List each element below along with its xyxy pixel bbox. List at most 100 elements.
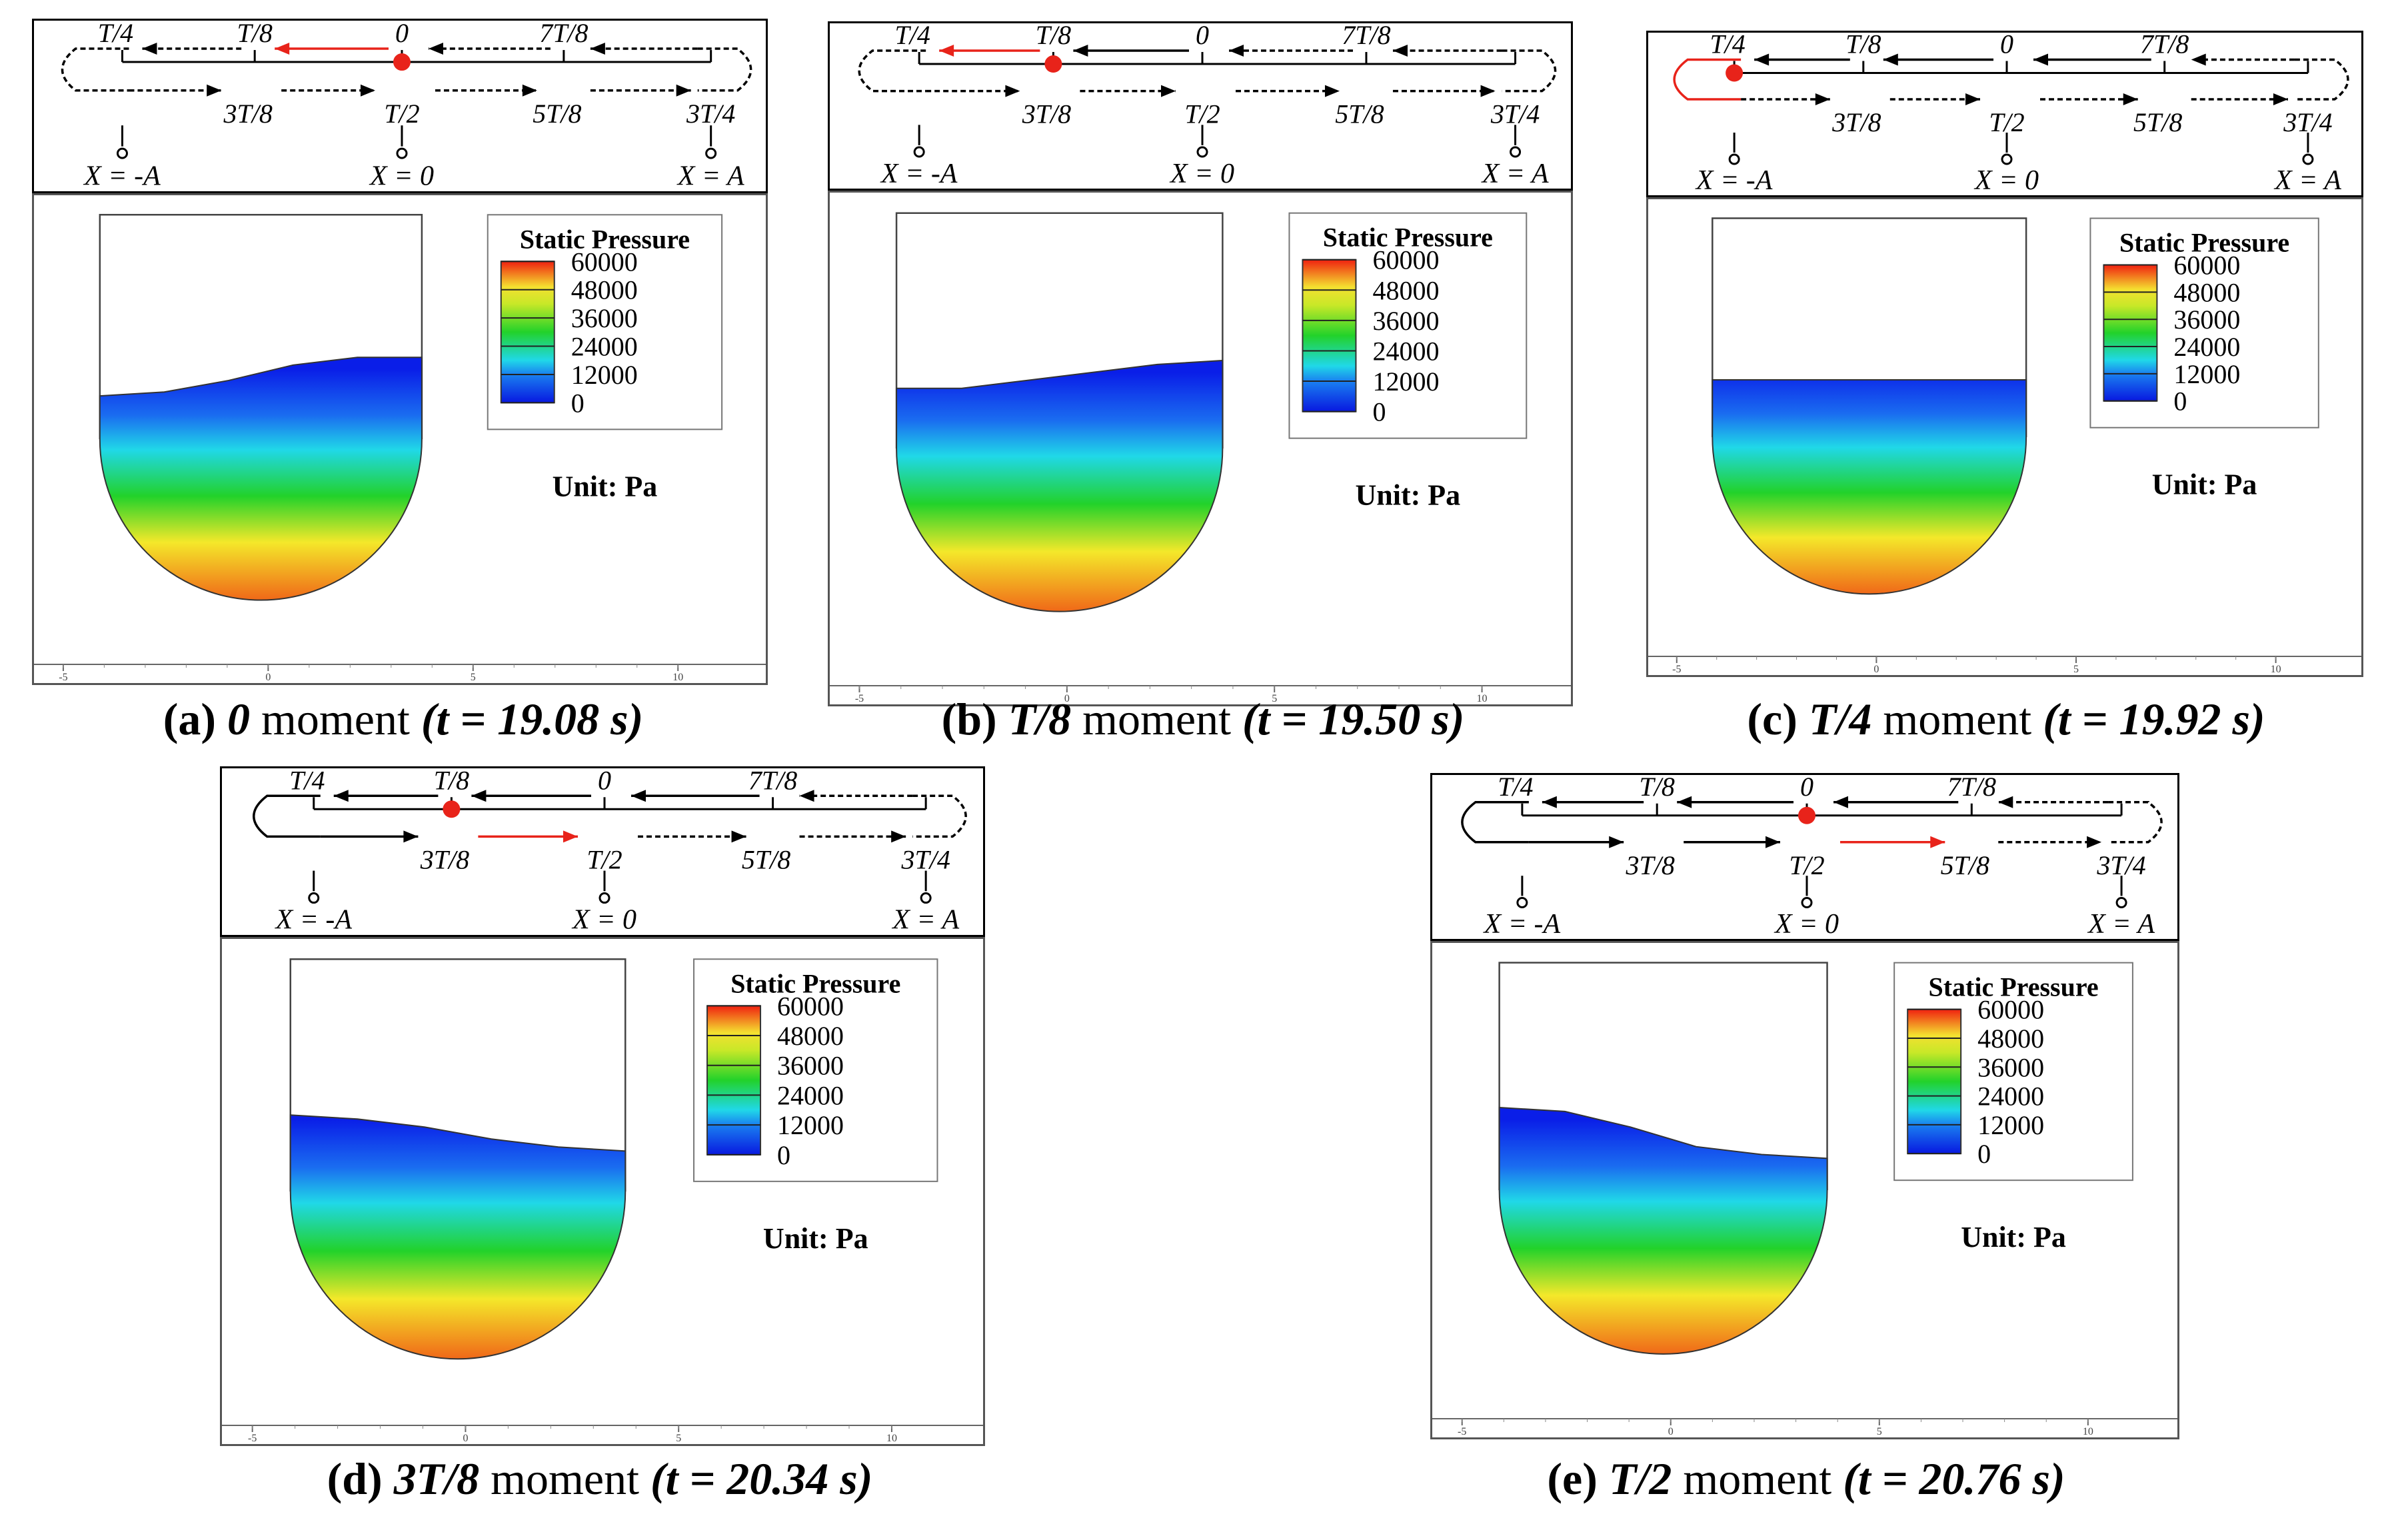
legend-tick-label: 24000 (571, 332, 638, 362)
legend-unit: Unit: Pa (1356, 479, 1461, 512)
position-label: X = A (1481, 159, 1549, 189)
label-7T-8-top: 7T/8 (2140, 33, 2189, 59)
lower-arrow-head (1325, 85, 1340, 97)
label-T-4-top: T/4 (1498, 775, 1533, 802)
position-marker (2117, 876, 2126, 907)
position-ring (2303, 155, 2313, 164)
position-ring (1198, 147, 1207, 157)
legend-tick-label: 60000 (1372, 245, 1439, 275)
schematic-svg: T/4 T/8 0 7T/8 3T/8 T/2 5T/8 3T/4 X = -A X = 0 X =… (1432, 775, 2181, 943)
position-label: X = -A (1695, 165, 1773, 196)
legend-tick-label: 48000 (777, 1021, 844, 1051)
label-3T-8-bottom: 3T/8 (223, 99, 273, 129)
current-phase-marker (393, 53, 411, 71)
schematic-svg: T/4 T/8 0 7T/8 3T/8 T/2 5T/8 3T/4 X = -A X = 0 X =… (1648, 33, 2365, 199)
caption-word: moment (491, 1453, 639, 1504)
caption-time: (t = 19.92 s) (2043, 694, 2265, 744)
lower-arrow-head (2273, 93, 2288, 105)
label-5T-8-bottom: 5T/8 (533, 99, 581, 129)
caption-word: moment (1883, 694, 2031, 744)
legend-tick-label: 60000 (2173, 251, 2240, 281)
legend-tick-label: 60000 (777, 991, 844, 1021)
legend-colorbar (1302, 260, 1356, 412)
simulation-view: Static Pressure 60000 48000 36000 24000 12000… (32, 193, 768, 685)
position-marker (2002, 133, 2011, 164)
legend-unit: Unit: Pa (1961, 1221, 2066, 1253)
simulation-svg: Static Pressure6000048000360002400012000… (1432, 943, 2177, 1437)
upper-arrow-head (800, 790, 814, 802)
lower-arrow-head (2123, 93, 2138, 105)
position-ring (600, 894, 609, 903)
label-3T-4-bottom: 3T/4 (900, 844, 950, 874)
upper-arrow-head (2191, 54, 2206, 66)
axis-tick-label: 0 (463, 1433, 468, 1444)
label-3T-8-bottom: 3T/8 (1626, 850, 1675, 880)
caption-b: (b) T/8 moment (t = 19.50 s) (826, 693, 1580, 746)
position-ring (2117, 898, 2126, 908)
label-T-2-bottom: T/2 (1184, 99, 1220, 129)
schematic-svg: T/4 T/8 0 7T/8 3T/8 T/2 5T/8 3T/4 X = -A X = 0 X =… (34, 21, 770, 195)
caption-time: (t = 19.08 s) (421, 694, 643, 744)
position-ring (1730, 155, 1739, 164)
label-5T-8-bottom: 5T/8 (742, 844, 790, 874)
caption-phase: 3T/8 (394, 1453, 479, 1504)
caption-word: moment (261, 694, 410, 744)
axis-tick-label: 5 (1877, 1426, 1882, 1437)
position-ring (914, 147, 924, 157)
position-label: X = 0 (1774, 909, 1839, 940)
position-marker (600, 871, 609, 903)
position-marker (1518, 876, 1527, 907)
legend-tick-label: 24000 (777, 1080, 844, 1110)
lower-arrow-head (1005, 85, 1020, 97)
position-marker (1511, 125, 1520, 157)
upper-arrow-head (1542, 796, 1557, 808)
position-label: X = A (2273, 165, 2341, 196)
position-marker (914, 125, 924, 157)
lower-arrow-head (1930, 836, 1945, 848)
upper-arrow-head (275, 43, 289, 55)
caption-time: (t = 20.76 s) (1843, 1453, 2065, 1504)
simulation-svg: Static Pressure6000048000360002400012000… (222, 939, 983, 1444)
left-return-loop (62, 49, 129, 91)
caption-label: (d) (327, 1453, 383, 1504)
label-3T-4-bottom: 3T/4 (2096, 850, 2145, 880)
label-0-top: 0 (395, 21, 409, 48)
liquid-pressure-field (896, 361, 1222, 612)
axis-tick-label: -5 (1458, 1426, 1466, 1437)
label-0-top: 0 (1196, 23, 1209, 50)
upper-arrow-head (939, 45, 954, 57)
legend-colorbar (707, 1006, 760, 1155)
position-label: X = 0 (571, 905, 636, 936)
motion-schematic: T/4 T/8 0 7T/8 3T/8 T/2 5T/8 3T/4 X = -A X = 0 X =… (1430, 773, 2179, 941)
position-marker (706, 125, 716, 158)
caption-label: (c) (1747, 694, 1797, 744)
legend-tick-label: 36000 (777, 1051, 844, 1081)
position-ring (309, 894, 319, 903)
schematic-svg: T/4 T/8 0 7T/8 3T/8 T/2 5T/8 3T/4 X = -A X = 0 X =… (830, 23, 1575, 193)
legend-tick-label: 48000 (1372, 275, 1439, 305)
upper-arrow-head (591, 43, 605, 55)
label-0-top: 0 (598, 768, 611, 795)
legend-tick-label: 24000 (1372, 336, 1439, 366)
upper-arrow-head (471, 790, 486, 802)
lower-arrow-head (676, 85, 691, 97)
legend-tick-label: 0 (2173, 386, 2187, 416)
current-phase-marker (443, 800, 460, 818)
axis-tick-label: -5 (1672, 664, 1681, 675)
upper-arrow-head (1229, 45, 1244, 57)
lower-arrow-head (207, 85, 221, 97)
axis-tick-label: 0 (1668, 1426, 1674, 1437)
position-label: X = -A (274, 905, 352, 936)
right-return-loop (1502, 51, 1556, 91)
label-3T-4-bottom: 3T/4 (686, 99, 735, 129)
label-T-4-top: T/4 (289, 768, 325, 795)
label-5T-8-bottom: 5T/8 (2133, 107, 2182, 137)
lower-arrow-head (523, 85, 537, 97)
legend-tick-label: 0 (777, 1140, 790, 1170)
position-ring (706, 149, 716, 158)
position-ring (2002, 155, 2011, 164)
legend-colorbar (1907, 1010, 1961, 1154)
label-T-2-bottom: T/2 (384, 99, 419, 129)
lower-arrow-head (1481, 85, 1496, 97)
legend-tick-label: 36000 (1977, 1052, 2044, 1082)
